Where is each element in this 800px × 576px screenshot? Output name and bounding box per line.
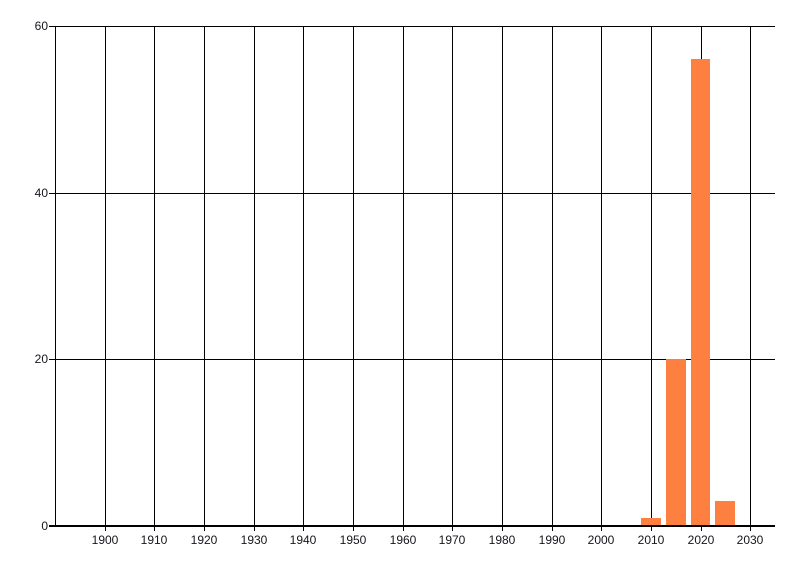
x-axis-tick-label: 1990 xyxy=(538,533,566,547)
x-gridline xyxy=(204,26,205,531)
x-axis-tick-label: 1960 xyxy=(389,533,417,547)
x-gridline xyxy=(154,26,155,531)
x-gridline xyxy=(105,26,106,531)
y-axis-tick-label: 20 xyxy=(34,352,48,366)
x-gridline xyxy=(601,26,602,531)
x-axis-tick-label: 1910 xyxy=(140,533,168,547)
bar xyxy=(640,517,661,526)
x-axis-tick-label: 1970 xyxy=(438,533,466,547)
y-axis-tick-label: 0 xyxy=(41,519,48,533)
x-axis-tick-label: 1980 xyxy=(488,533,516,547)
x-gridline xyxy=(750,26,751,531)
x-gridline xyxy=(651,26,652,531)
x-axis-tick-label: 2030 xyxy=(736,533,764,547)
x-axis-tick-label: 1940 xyxy=(289,533,317,547)
x-axis-tick-label: 2020 xyxy=(687,533,715,547)
x-gridline xyxy=(452,26,453,531)
x-axis-tick-label: 1920 xyxy=(190,533,218,547)
x-axis-tick-label: 1930 xyxy=(240,533,268,547)
x-axis-tick-label: 2000 xyxy=(587,533,615,547)
x-gridline xyxy=(303,26,304,531)
bar xyxy=(665,359,686,526)
y-axis-line xyxy=(55,26,56,526)
x-gridline xyxy=(552,26,553,531)
bar xyxy=(690,59,711,526)
x-gridline xyxy=(403,26,404,531)
x-axis-line xyxy=(49,525,775,527)
x-gridline xyxy=(254,26,255,531)
x-axis-tick-label: 1950 xyxy=(339,533,367,547)
x-axis-tick-label: 2010 xyxy=(637,533,665,547)
y-gridline xyxy=(49,26,775,27)
x-axis-tick-label: 1900 xyxy=(91,533,119,547)
y-axis-tick-label: 60 xyxy=(34,19,48,33)
y-gridline xyxy=(49,193,775,194)
y-gridline xyxy=(49,359,775,360)
y-axis-tick-label: 40 xyxy=(34,186,48,200)
bar xyxy=(715,501,736,526)
x-gridline xyxy=(353,26,354,531)
x-gridline xyxy=(502,26,503,531)
